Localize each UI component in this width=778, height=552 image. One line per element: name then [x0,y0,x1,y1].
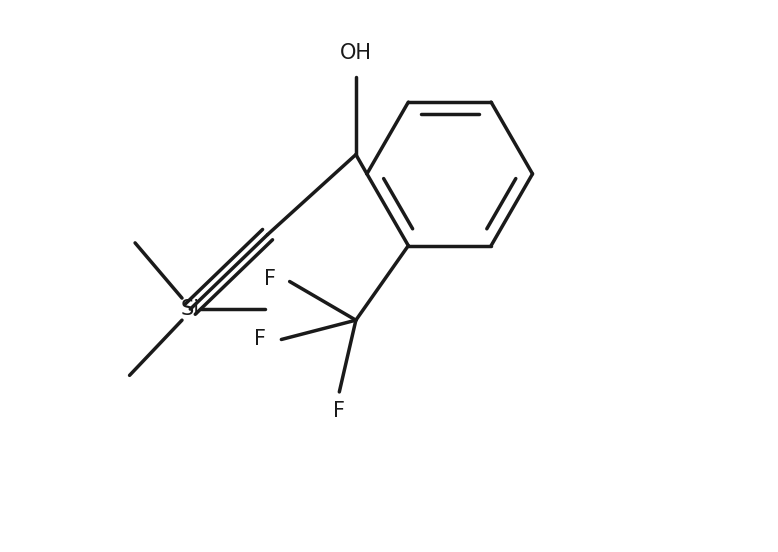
Text: F: F [254,330,266,349]
Text: OH: OH [340,44,372,63]
Text: Si: Si [180,299,200,319]
Text: F: F [333,401,345,421]
Text: F: F [265,269,276,289]
